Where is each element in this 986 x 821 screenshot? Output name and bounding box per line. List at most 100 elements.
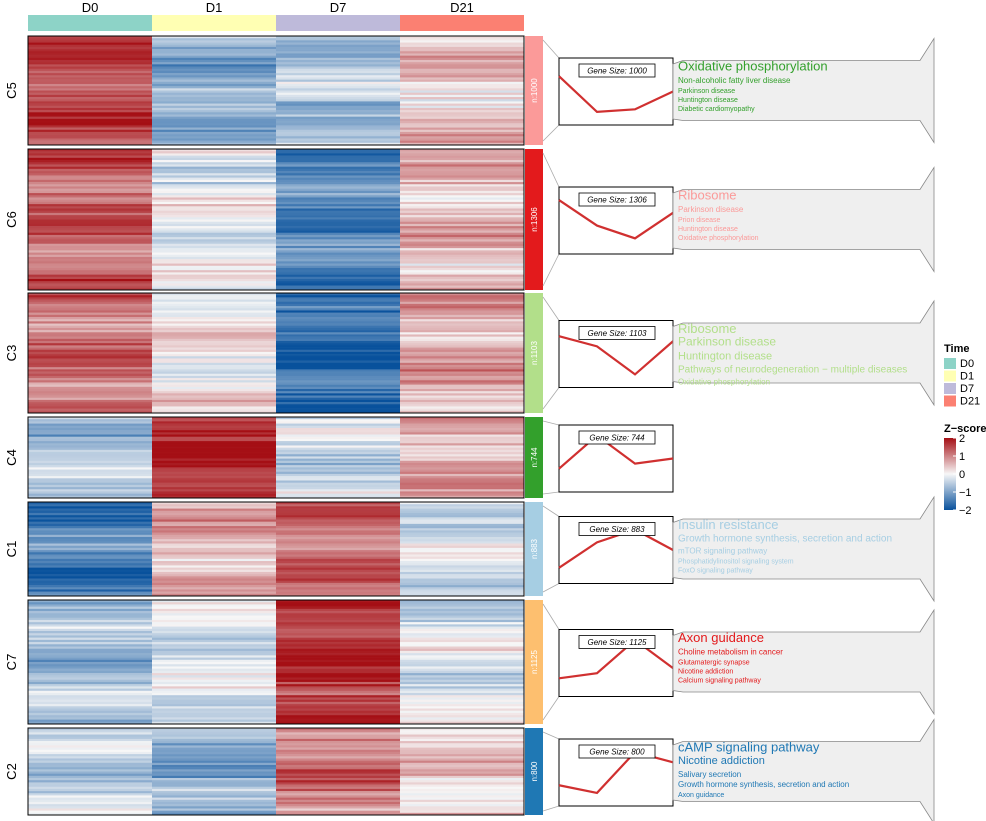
heatmap-cell (400, 341, 524, 344)
heatmap-cell (276, 237, 400, 240)
heatmap-cell (152, 347, 276, 351)
heatmap-cell (28, 330, 152, 333)
heatmap-cell (152, 732, 276, 735)
heatmap-cell (28, 186, 152, 189)
heatmap-cell (28, 721, 152, 725)
heatmap-cell (400, 319, 524, 322)
heatmap-cell (400, 206, 524, 209)
heatmap-cell (28, 86, 152, 89)
heatmap-cell (152, 686, 276, 689)
heatmap-cell (400, 314, 524, 318)
heatmap-cell (152, 434, 276, 437)
heatmap-cell (152, 256, 276, 260)
heatmap-cell (276, 456, 400, 459)
heatmap-cell (276, 272, 400, 275)
heatmap-cell (400, 70, 524, 74)
heatmap-cell (400, 354, 524, 357)
heatmap-cell (152, 75, 276, 78)
kegg-term: Parkinson disease (678, 334, 776, 348)
heatmap-cell (276, 293, 400, 296)
cluster-block-border (27, 501, 525, 597)
cluster-label: C3 (4, 345, 19, 362)
heatmap-cell (400, 391, 524, 394)
heatmap-cell (152, 250, 276, 253)
heatmap-cell (400, 591, 524, 595)
heatmap-cell (152, 619, 276, 623)
heatmap-cell (28, 325, 152, 329)
heatmap-cell (28, 177, 152, 181)
heatmap-cell (276, 210, 400, 214)
heatmap-cell (400, 576, 524, 579)
heatmap-cell (152, 127, 276, 131)
heatmap-cell (152, 454, 276, 457)
heatmap-cell (28, 795, 152, 798)
heatmap-cell (152, 447, 276, 451)
heatmap-cell (400, 184, 524, 187)
heatmap-cell (28, 697, 152, 700)
cluster-label: C4 (4, 449, 19, 466)
heatmap-cell (152, 334, 276, 337)
heatmap-cell (152, 767, 276, 770)
heatmap-cell (152, 259, 276, 262)
heatmap-cell (28, 312, 152, 316)
heatmap-cell (152, 622, 276, 625)
heatmap-cell (400, 267, 524, 271)
heatmap-cell (28, 168, 152, 172)
heatmap-cell (400, 334, 524, 337)
heatmap-cell (400, 432, 524, 435)
kegg-term: Growth hormone synthesis, secretion and … (678, 533, 892, 544)
heatmap-cell (28, 541, 152, 544)
heatmap-cell (276, 188, 400, 192)
heatmap-cell (28, 600, 152, 603)
heatmap-cell (276, 745, 400, 748)
heatmap-cell (276, 232, 400, 236)
heatmap-cell (28, 321, 152, 324)
heatmap-cell (276, 480, 400, 483)
cluster-block (28, 728, 524, 816)
heatmap-cell (400, 668, 524, 672)
heatmap-cell (400, 362, 524, 366)
heatmap-cell (400, 734, 524, 737)
heatmap-cell (400, 771, 524, 774)
heatmap-cell (400, 239, 524, 242)
heatmap-cell (400, 301, 524, 305)
heatmap-cell (276, 345, 400, 348)
heatmap-cell (276, 201, 400, 205)
heatmap-cell (400, 810, 524, 814)
heatmap-cell (276, 217, 400, 220)
heatmap-cell (400, 297, 524, 300)
heatmap-cell (28, 732, 152, 735)
heatmap-cell (400, 517, 524, 520)
heatmap-cell (152, 611, 276, 614)
heatmap-cell (400, 473, 524, 477)
heatmap-cell (28, 197, 152, 200)
heatmap-cell (28, 681, 152, 685)
heatmap-cell (152, 36, 276, 39)
cluster-block-border (27, 292, 525, 414)
heatmap-cell (276, 245, 400, 249)
heatmap-cell (28, 622, 152, 625)
cluster-size-label: n:1103 (530, 341, 539, 365)
heatmap-cell (152, 157, 276, 161)
kegg-term: Ribosome (678, 321, 737, 336)
heatmap-cell (28, 662, 152, 665)
heatmap-cell (28, 730, 152, 733)
heatmap-cell (276, 773, 400, 777)
heatmap-cell (400, 762, 524, 766)
heatmap-cell (276, 179, 400, 183)
heatmap-cell (276, 771, 400, 774)
time-legend-swatch (944, 395, 956, 407)
heatmap-cell (152, 248, 276, 251)
kegg-term: Prion disease (678, 217, 721, 224)
heatmap-cell (28, 780, 152, 783)
heatmap-cell (152, 365, 276, 368)
heatmap-cell (152, 391, 276, 394)
heatmap-cell (276, 443, 400, 446)
heatmap-cell (28, 784, 152, 788)
heatmap-cell (276, 728, 400, 731)
heatmap-cell (400, 380, 524, 383)
heatmap-cell (152, 369, 276, 372)
cluster-block (28, 36, 524, 146)
heatmap-cell (28, 256, 152, 260)
